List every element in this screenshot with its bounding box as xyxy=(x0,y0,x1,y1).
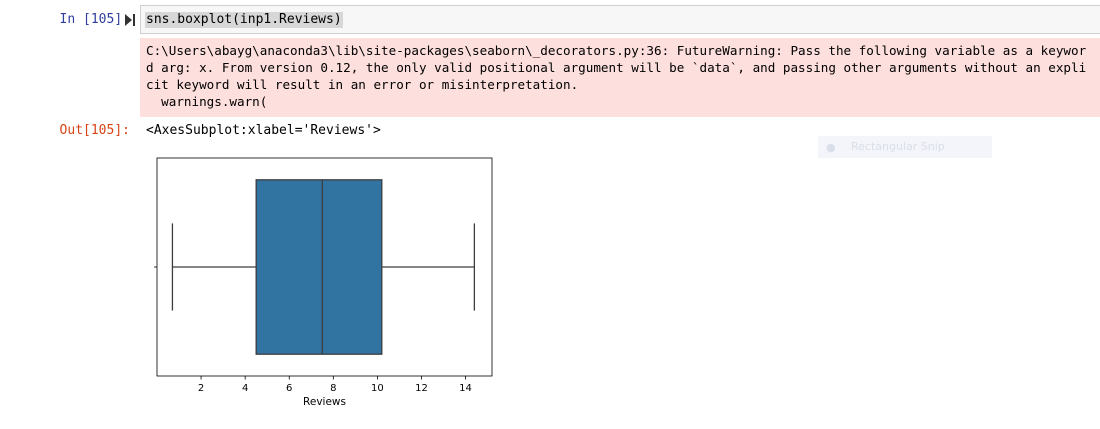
x-tick-label: 10 xyxy=(371,383,384,394)
x-axis-label: Reviews xyxy=(303,396,346,408)
output-text: <AxesSubplot:xlabel='Reviews'> xyxy=(146,123,381,138)
code-input[interactable]: sns.boxplot(inp1.Reviews) xyxy=(145,12,343,28)
x-tick-label: 4 xyxy=(242,383,248,394)
output-prompt: Out[105]: xyxy=(59,123,130,138)
x-tick-label: 6 xyxy=(286,383,292,394)
boxplot-chart: 2 4 6 8 10 12 14 Reviews xyxy=(154,157,493,408)
input-prompt: In [105]: xyxy=(59,12,130,27)
run-cell-icon[interactable] xyxy=(124,13,136,27)
stderr-output: C:\Users\abayg\anaconda3\lib\site-packag… xyxy=(140,38,1100,117)
snip-icon: ● xyxy=(826,141,836,154)
stderr-text: C:\Users\abayg\anaconda3\lib\site-packag… xyxy=(146,42,1100,110)
x-tick-label: 12 xyxy=(415,383,428,394)
x-tick-label: 14 xyxy=(459,383,472,394)
stderr-line: d arg: x. From version 0.12, the only va… xyxy=(146,60,1087,75)
stderr-line: warnings.warn( xyxy=(146,94,268,109)
snip-label: Rectangular Snip xyxy=(851,140,945,153)
x-tick-label: 8 xyxy=(330,383,336,394)
stderr-line: C:\Users\abayg\anaconda3\lib\site-packag… xyxy=(146,43,1087,58)
x-tick-label: 2 xyxy=(198,383,204,394)
snip-tooltip: ● Rectangular Snip xyxy=(818,136,992,158)
stderr-line: cit keyword will result in an error or m… xyxy=(146,77,579,92)
iqr-box xyxy=(255,179,383,355)
code-cell[interactable]: sns.boxplot(inp1.Reviews) xyxy=(140,5,1100,34)
